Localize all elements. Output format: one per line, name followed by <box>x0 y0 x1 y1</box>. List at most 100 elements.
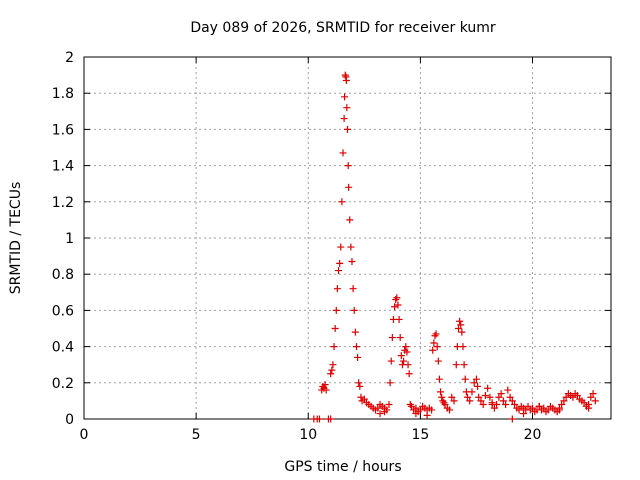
data-point <box>457 321 465 329</box>
data-point <box>540 404 548 412</box>
data-point <box>336 259 344 267</box>
data-point <box>391 303 399 311</box>
data-point <box>535 402 543 410</box>
data-point <box>332 306 340 314</box>
data-point <box>585 404 593 412</box>
data-point <box>360 395 368 403</box>
data-point <box>341 93 349 101</box>
y-tick-label: 1.2 <box>52 195 74 211</box>
data-point <box>402 343 410 351</box>
data-point <box>520 410 528 418</box>
data-point <box>356 382 364 390</box>
data-point <box>393 294 401 302</box>
data-point <box>381 408 389 416</box>
data-point <box>357 393 365 401</box>
data-point <box>388 334 396 342</box>
x-tick-label: 5 <box>192 427 201 443</box>
data-point <box>321 381 329 389</box>
y-tick-label: 0 <box>65 412 74 428</box>
data-point <box>344 162 352 170</box>
data-point <box>460 361 468 369</box>
data-point <box>340 115 348 123</box>
data-point <box>355 379 363 387</box>
y-tick-label: 1.4 <box>52 159 74 175</box>
data-point <box>428 406 436 414</box>
data-point <box>400 357 408 365</box>
data-point <box>558 401 566 409</box>
data-point <box>479 401 487 409</box>
data-point <box>394 301 402 309</box>
data-point <box>330 343 338 351</box>
data-point <box>431 332 439 340</box>
data-point <box>477 397 485 405</box>
data-point <box>490 404 498 412</box>
data-point <box>347 243 355 251</box>
data-point <box>511 401 519 409</box>
data-point <box>448 393 456 401</box>
data-point <box>416 406 424 414</box>
data-point <box>387 357 395 365</box>
data-point <box>497 390 505 398</box>
data-point <box>458 328 466 336</box>
data-points <box>310 71 599 423</box>
y-tick-label: 1.6 <box>52 122 74 138</box>
data-point <box>350 306 358 314</box>
data-point <box>313 415 321 423</box>
data-point <box>354 353 362 361</box>
data-point <box>396 334 404 342</box>
data-point <box>441 401 449 409</box>
y-tick-label: 1 <box>65 231 74 247</box>
data-point <box>337 243 345 251</box>
data-point <box>468 388 476 396</box>
data-point <box>466 397 474 405</box>
data-point <box>352 343 360 351</box>
data-point <box>338 198 346 206</box>
data-point <box>437 388 445 396</box>
data-point <box>573 391 581 399</box>
data-point <box>495 393 503 401</box>
data-point <box>484 384 492 392</box>
data-point <box>486 393 494 401</box>
data-point <box>341 71 349 79</box>
data-point <box>395 315 403 323</box>
data-point <box>434 357 442 365</box>
data-point <box>463 393 471 401</box>
data-point <box>506 393 514 401</box>
data-point <box>405 370 413 378</box>
data-point <box>339 149 347 157</box>
data-point <box>423 411 431 419</box>
data-point <box>591 397 599 405</box>
data-point <box>488 401 496 409</box>
data-point <box>502 401 510 409</box>
x-tick-label: 15 <box>411 427 429 443</box>
data-point <box>327 415 335 423</box>
data-point <box>459 343 467 351</box>
data-point <box>504 386 512 394</box>
data-point <box>470 379 478 387</box>
x-axis-label: GPS time / hours <box>284 459 401 475</box>
grid-layer <box>84 57 611 419</box>
y-tick-label: 0.2 <box>52 376 74 392</box>
data-point <box>461 375 469 383</box>
data-point <box>346 216 354 224</box>
data-point <box>433 343 441 351</box>
data-point <box>412 410 420 418</box>
data-point <box>432 330 440 338</box>
data-point <box>456 317 464 325</box>
y-axis-label: SRMTID / TECUs <box>8 182 24 295</box>
data-point <box>343 104 351 112</box>
data-point <box>580 399 588 407</box>
data-point <box>430 339 438 347</box>
data-point <box>450 397 458 405</box>
data-point <box>562 393 570 401</box>
data-point <box>335 267 343 275</box>
data-point <box>385 401 393 409</box>
data-point <box>327 370 335 378</box>
data-point <box>446 406 454 414</box>
data-point <box>589 390 597 398</box>
data-point <box>349 285 357 293</box>
data-point <box>331 325 339 332</box>
data-point <box>587 393 595 401</box>
data-point <box>348 258 356 266</box>
